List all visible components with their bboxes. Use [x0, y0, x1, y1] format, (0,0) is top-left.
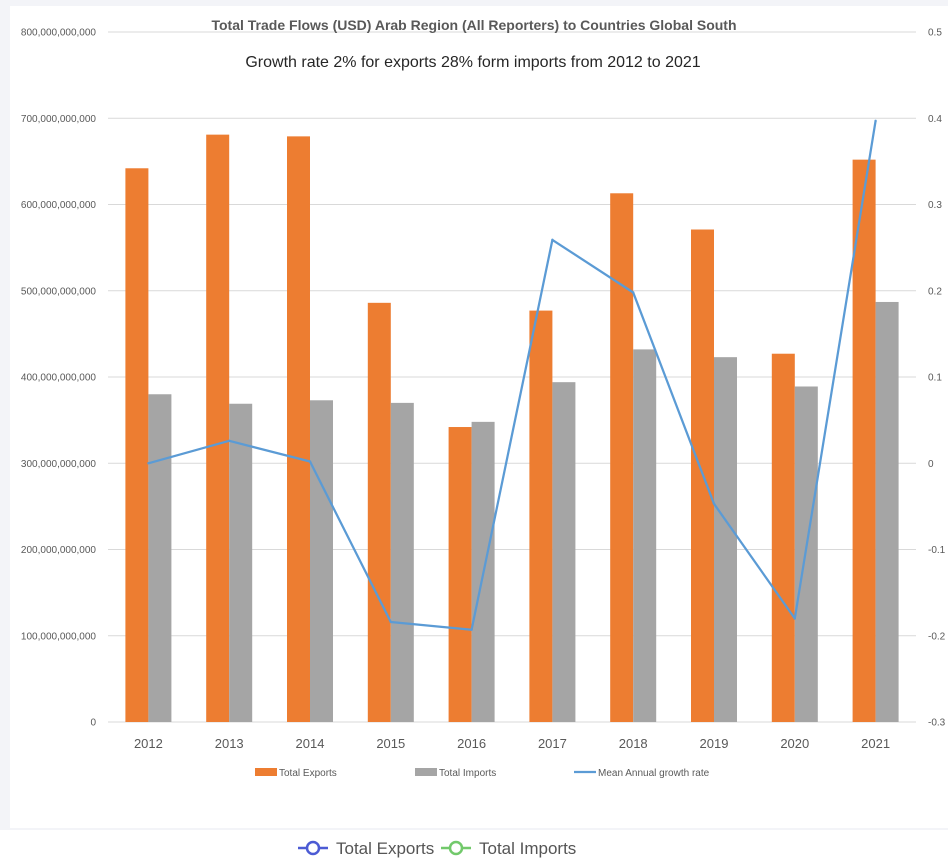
left-axis-tick-label: 200,000,000,000 [21, 545, 97, 556]
bar-total-imports [714, 357, 737, 722]
left-axis-tick-label: 800,000,000,000 [21, 28, 97, 39]
x-axis-tick-label: 2013 [215, 736, 244, 751]
right-axis-tick-label: -0.2 [928, 631, 946, 642]
x-axis-tick-label: 2018 [619, 736, 648, 751]
bottom-legend-label: Total Imports [479, 839, 576, 858]
x-axis-tick-label: 2019 [700, 736, 729, 751]
bar-total-imports [633, 349, 657, 722]
bar-total-exports [367, 302, 391, 722]
right-axis-tick-label: 0.4 [928, 114, 942, 125]
bars [125, 134, 899, 723]
left-axis-tick-label: 300,000,000,000 [21, 459, 97, 470]
bar-total-exports [610, 193, 634, 723]
x-axis-tick-label: 2016 [457, 736, 486, 751]
x-axis-tick-label: 2020 [780, 736, 809, 751]
legend-label: Mean Annual growth rate [598, 768, 710, 779]
bar-total-exports [448, 427, 472, 722]
bar-total-exports [125, 168, 149, 722]
right-axis-tick-label: 0.1 [928, 373, 942, 384]
x-axis-tick-label: 2014 [296, 736, 325, 751]
bar-total-imports [390, 402, 414, 722]
point-mean-annual-growth-rate [228, 439, 231, 443]
chart-title: Total Trade Flows (USD) Arab Region (All… [211, 17, 736, 33]
bottom-legend-label: Total Exports [336, 839, 434, 858]
right-axis-tick-label: 0.2 [928, 286, 942, 297]
line-mean-annual-growth-rate [148, 120, 877, 631]
right-axis-tick-label: -0.1 [928, 545, 946, 556]
point-mean-annual-growth-rate [712, 502, 716, 505]
point-mean-annual-growth-rate [551, 238, 554, 242]
point-mean-annual-growth-rate [308, 460, 312, 463]
bottom-legend-marker [305, 840, 321, 856]
left-axis-tick-label: 700,000,000,000 [21, 114, 97, 125]
bar-total-exports [287, 136, 310, 723]
point-mean-annual-growth-rate [874, 119, 877, 123]
bottom-legend-marker [448, 840, 464, 856]
left-axis-tick-label: 0 [90, 718, 96, 729]
right-axis-tick-label: -0.3 [928, 718, 946, 729]
bar-total-imports [875, 301, 899, 722]
bar-total-imports [148, 394, 172, 722]
bar-total-exports [852, 159, 876, 722]
chart-legend: Total Exports Total Imports Mean Annual gr… [255, 768, 710, 779]
combo-chart: 0 100,000,000,000 200,000,000,000 300,000,0… [21, 17, 946, 779]
point-mean-annual-growth-rate [147, 462, 150, 465]
bar-total-imports [552, 382, 576, 722]
bottom-legend: Total Exports Total Imports [0, 830, 948, 862]
bar-total-exports [206, 134, 230, 722]
left-axis-tick-label: 500,000,000,000 [21, 286, 97, 297]
right-axis-tick-label: 0.5 [928, 28, 942, 39]
bottom-legend-svg: Total Exports Total Imports [298, 839, 576, 858]
bar-total-imports [310, 400, 333, 722]
x-axis-tick-label: 2017 [538, 736, 567, 751]
point-mean-annual-growth-rate [389, 620, 392, 624]
x-axis-tick-label: 2015 [376, 736, 405, 751]
bar-total-exports [529, 310, 553, 722]
legend-label: Total Imports [439, 768, 496, 779]
right-axis-tick-label: 0.3 [928, 200, 942, 211]
legend-swatch-total-exports [255, 768, 277, 776]
legend-label: Total Exports [279, 768, 337, 779]
right-axis-tick-label: 0 [928, 459, 934, 470]
bar-total-imports [229, 403, 253, 722]
bar-total-exports [771, 353, 795, 722]
legend-swatch-total-imports [415, 768, 437, 776]
point-mean-annual-growth-rate [793, 617, 796, 620]
point-mean-annual-growth-rate [470, 628, 473, 631]
left-axis-tick-label: 400,000,000,000 [21, 373, 97, 384]
x-axis-tick-label: 2021 [861, 736, 890, 751]
left-axis-tick-label: 600,000,000,000 [21, 200, 97, 211]
chart-subtitle: Growth rate 2% for exports 28% form impo… [245, 54, 700, 71]
point-mean-annual-growth-rate [632, 291, 635, 294]
x-axis-tick-label: 2012 [134, 736, 163, 751]
left-axis-tick-label: 100,000,000,000 [21, 631, 97, 642]
chart-panel: 0 100,000,000,000 200,000,000,000 300,000,0… [10, 6, 948, 828]
